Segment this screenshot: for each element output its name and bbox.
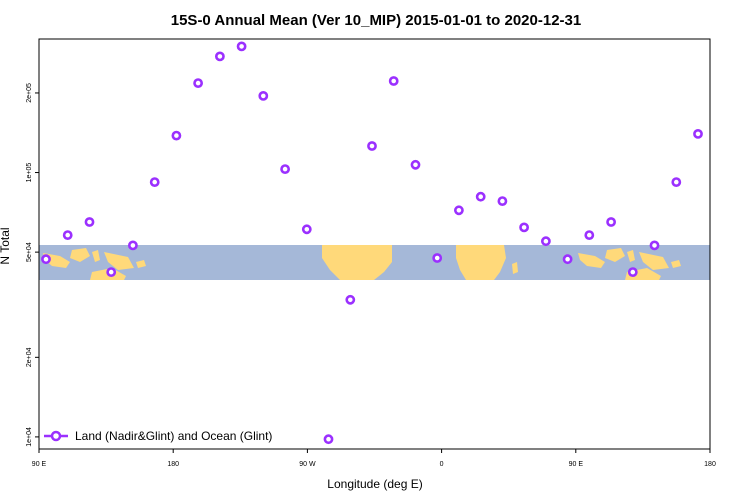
land-borneo-right (605, 248, 625, 262)
data-point (562, 254, 573, 265)
data-point (106, 267, 117, 277)
data-point (323, 434, 334, 445)
land-africa (456, 245, 506, 280)
data-point (475, 191, 486, 202)
data-point (432, 253, 443, 263)
data-point (541, 236, 551, 247)
y-axis-label: N Total (0, 227, 12, 264)
data-point (214, 51, 225, 62)
legend-marker (50, 430, 62, 442)
y-tick-label: 2e+04 (26, 347, 33, 367)
y-tick-label: 1e+04 (26, 427, 33, 447)
x-axis-ticks: 90 E 180 90 W 0 90 E 180 (32, 449, 716, 468)
land-borneo-left (70, 248, 90, 262)
land-newguinea-right (639, 252, 669, 270)
data-point (193, 78, 203, 88)
y-tick-label: 2e+05 (26, 83, 33, 103)
x-tick-label: 0 (440, 461, 444, 468)
land-madagascar (512, 262, 518, 274)
world-map-strip (39, 245, 710, 280)
land-islands-left (136, 260, 146, 268)
legend-label: Land (Nadir&Glint) and Ocean (Glint) (75, 429, 272, 443)
y-tick-label: 5e+04 (26, 242, 33, 262)
data-point (258, 91, 269, 101)
y-axis-ticks: 1e+04 2e+04 5e+04 1e+05 2e+05 (26, 83, 39, 447)
x-tick-label: 90 W (299, 461, 316, 468)
land-islands-right (671, 260, 681, 268)
data-point (606, 217, 616, 227)
data-point (127, 240, 138, 251)
data-point (345, 294, 356, 305)
data-point (671, 177, 682, 187)
x-tick-label: 180 (704, 461, 716, 468)
data-point (301, 224, 312, 235)
data-point (41, 254, 51, 265)
data-point (584, 230, 595, 240)
data-point (693, 128, 703, 139)
data-point (149, 177, 160, 187)
plot-frame (38, 38, 711, 450)
y-tick-label: 1e+05 (26, 163, 33, 183)
x-axis-label: Longitude (deg E) (327, 477, 422, 491)
x-tick-label: 180 (167, 461, 179, 468)
land-newguinea-left (104, 252, 134, 270)
legend: Land (Nadir&Glint) and Ocean (Glint) (44, 429, 272, 443)
data-point (649, 240, 660, 251)
x-tick-label: 90 E (569, 461, 584, 468)
land-indonesia-right (578, 253, 605, 268)
land-sulawesi-left (92, 250, 100, 262)
data-point (497, 196, 508, 206)
data-point (410, 159, 421, 170)
data-point (519, 222, 529, 233)
x-tick-label: 90 E (32, 461, 47, 468)
data-point (280, 164, 290, 174)
series-points (41, 41, 703, 445)
land-south-america (322, 245, 392, 280)
data-point (627, 267, 638, 277)
data-point (236, 41, 247, 52)
data-point (84, 217, 95, 227)
data-point (453, 205, 464, 216)
data-point (367, 141, 377, 151)
land-sulawesi-right (627, 250, 635, 262)
chart-title: 15S-0 Annual Mean (Ver 10_MIP) 2015-01-0… (171, 12, 581, 29)
data-point (62, 230, 73, 240)
data-point (171, 130, 182, 141)
data-point (388, 76, 399, 86)
